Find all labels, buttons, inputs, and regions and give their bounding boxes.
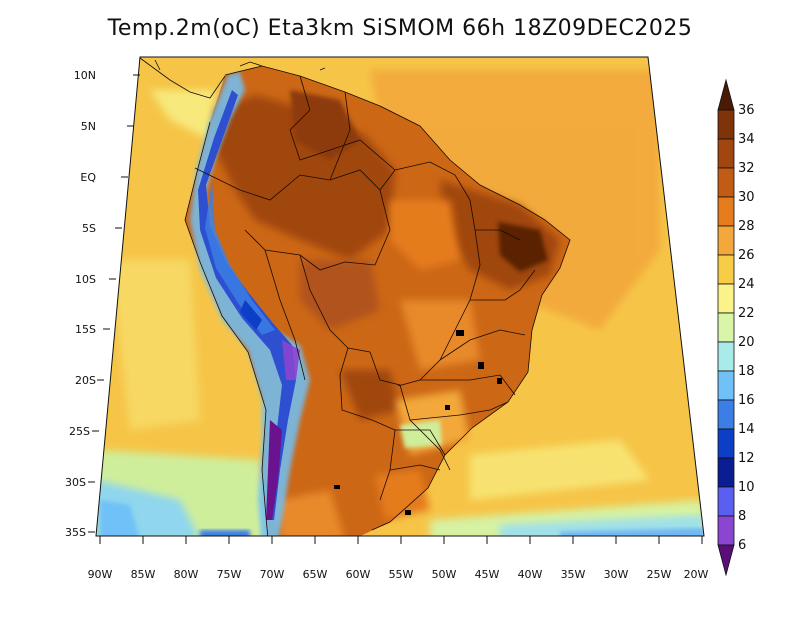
colorbar-segment: [717, 428, 735, 459]
colorbar-label: 32: [738, 161, 755, 176]
colorbar-segment: [717, 109, 735, 140]
colorbar-segment: [717, 370, 735, 401]
lat-label: 5S: [82, 222, 96, 235]
lat-label: 10S: [75, 273, 96, 286]
colorbar-label: 24: [738, 277, 755, 292]
temperature-field: [96, 57, 704, 536]
colorbar-label: 34: [738, 132, 755, 147]
lat-label: 20S: [75, 374, 96, 387]
colorbar-label: 6: [738, 538, 746, 553]
lon-label: 20W: [684, 568, 709, 581]
lon-label: 70W: [260, 568, 285, 581]
colorbar-segment: [717, 399, 735, 430]
colorbar-top-arrow: [717, 78, 735, 111]
lon-label: 90W: [88, 568, 113, 581]
map-title: Temp.2m(oC) Eta3km SiSMOM 66h 18Z09DEC20…: [107, 16, 693, 41]
colorbar-label: 10: [738, 480, 755, 495]
lat-label: 5N: [81, 120, 96, 133]
colorbar-segment: [717, 254, 735, 285]
colorbar-bottom-arrow: [717, 544, 735, 577]
colorbar-segment: [717, 167, 735, 198]
lon-label: 50W: [432, 568, 457, 581]
colorbar-segment: [717, 283, 735, 314]
colorbar-label: 20: [738, 335, 755, 350]
lon-label: 25W: [647, 568, 672, 581]
colorbar-label: 28: [738, 219, 755, 234]
colorbar: 36 34 32 30 28 26 24 22 20 18 16 14 12 10 8 6: [717, 78, 755, 577]
lon-label: 35W: [561, 568, 586, 581]
lon-label: 45W: [475, 568, 500, 581]
colorbar-segment: [717, 196, 735, 227]
latitude-axis: [88, 74, 140, 533]
colorbar-segment: [717, 515, 735, 546]
lon-label: 55W: [389, 568, 414, 581]
colorbar-segment: [717, 341, 735, 372]
colorbar-label: 18: [738, 364, 755, 379]
map-frame: [95, 56, 705, 537]
lat-label: 35S: [65, 526, 86, 539]
colorbar-segment: [717, 486, 735, 517]
lat-label: 25S: [69, 425, 90, 438]
lon-label: 30W: [604, 568, 629, 581]
colorbar-label: 22: [738, 306, 755, 321]
colorbar-label: 12: [738, 451, 755, 466]
lat-label: 30S: [65, 476, 86, 489]
lat-label: 10N: [74, 69, 96, 82]
lon-label: 75W: [217, 568, 242, 581]
lon-label: 80W: [174, 568, 199, 581]
colorbar-label: 36: [738, 103, 755, 118]
lat-label: 15S: [75, 323, 96, 336]
colorbar-label: 8: [738, 509, 746, 524]
colorbar-segment: [717, 457, 735, 488]
colorbar-segment: [717, 138, 735, 169]
lon-label: 60W: [346, 568, 371, 581]
colorbar-label: 14: [738, 422, 755, 437]
colorbar-label: 30: [738, 190, 755, 205]
colorbar-segment: [717, 225, 735, 256]
country-borders: [184, 65, 571, 536]
longitude-axis: [99, 536, 703, 544]
colorbar-label: 16: [738, 393, 755, 408]
lat-label: EQ: [80, 171, 96, 184]
lon-label: 85W: [131, 568, 156, 581]
colorbar-label: 26: [738, 248, 755, 263]
lon-label: 65W: [303, 568, 328, 581]
lon-label: 40W: [518, 568, 543, 581]
lake-markers: [334, 330, 502, 515]
colorbar-segment: [717, 312, 735, 343]
